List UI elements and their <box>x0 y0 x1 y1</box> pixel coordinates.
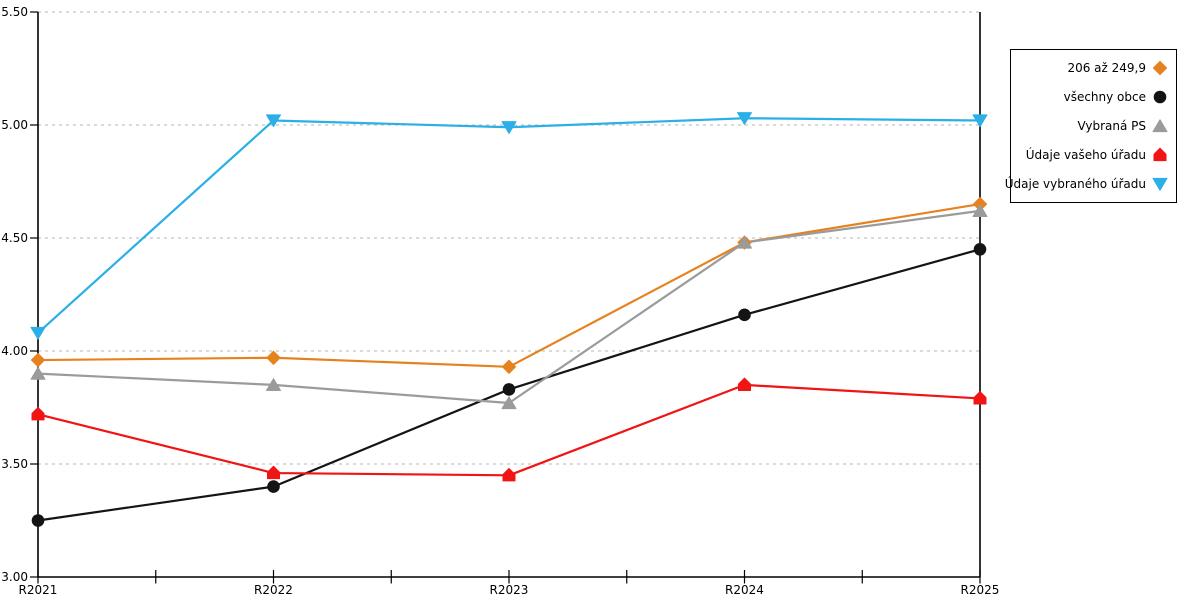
marker-triangle-down-s4 <box>30 326 46 340</box>
y-tick-label: 3.50 <box>1 457 28 471</box>
marker-triangle-up-s2 <box>30 366 46 380</box>
legend-item-206-az-249: 206 až 249,9 <box>1015 56 1168 80</box>
marker-pentagon-up-s3 <box>738 377 751 391</box>
marker-triangle-down-s4 <box>972 114 988 128</box>
x-axis-ticks: R2021 R2022 R2023 R2024 R2025 <box>19 570 1000 597</box>
pentagon-marker-icon <box>1152 147 1168 163</box>
marker-pentagon-up-s3 <box>31 406 45 421</box>
diamond-marker-icon <box>1152 60 1168 76</box>
marker-triangle-down-s4 <box>501 121 517 134</box>
legend-label: 206 až 249,9 <box>1067 61 1146 76</box>
x-tick-label: R2023 <box>490 583 529 597</box>
series-markers <box>30 112 988 527</box>
x-tick-label: R2024 <box>725 583 764 597</box>
marker-circle-s1 <box>502 383 516 396</box>
marker-triangle-down-s4 <box>266 114 281 128</box>
legend-label: Vybraná PS <box>1077 118 1146 133</box>
legend-item-vsechny-obce: všechny obce <box>1015 85 1168 109</box>
marker-triangle-down-s4 <box>737 112 752 125</box>
series-line-4 <box>36 117 982 335</box>
triangle-up-marker-icon <box>1152 118 1168 134</box>
y-tick-label: 5.00 <box>1 118 28 132</box>
legend-label: Údaje vašeho úřadu <box>1025 147 1146 162</box>
axes <box>37 12 981 578</box>
y-tick-label: 3.00 <box>1 570 28 584</box>
y-axis-ticks: 3.00 3.50 4.00 4.50 5.00 5.50 <box>1 5 38 584</box>
marker-triangle-up-s2 <box>501 396 517 410</box>
x-tick-label: R2025 <box>961 583 1000 597</box>
circle-glyph <box>1153 90 1167 104</box>
marker-circle-s1 <box>267 480 280 493</box>
legend-label: všechny obce <box>1063 90 1146 105</box>
x-tick-label: R2021 <box>19 583 58 597</box>
marker-pentagon-up-s3 <box>973 391 987 405</box>
pentagon-up-glyph <box>1153 147 1167 161</box>
x-tick-label: R2022 <box>254 583 293 597</box>
y-tick-label: 5.50 <box>1 5 28 19</box>
circle-marker-icon <box>1152 89 1168 105</box>
legend-item-udaje-vaseho-uradu: Údaje vašeho úřadu <box>1015 143 1168 167</box>
series-lines <box>36 117 982 522</box>
legend-label: Údaje vybraného úřadu <box>1004 176 1146 191</box>
y-tick-label: 4.50 <box>1 231 28 245</box>
marker-circle-s1 <box>738 308 751 322</box>
legend-item-udaje-vybraneho-uradu: Údaje vybraného úřadu <box>1005 172 1168 196</box>
marker-circle-s1 <box>31 514 45 527</box>
marker-diamond-s0 <box>30 352 46 368</box>
marker-triangle-up-s2 <box>737 235 752 249</box>
chart-legend: 206 až 249,9 všechny obce Vybraná PS Úda… <box>1005 49 1177 203</box>
triangle-down-glyph <box>1152 177 1168 191</box>
marker-triangle-up-s2 <box>266 378 281 391</box>
diamond-glyph <box>1152 61 1168 76</box>
marker-pentagon-up-s3 <box>502 468 516 482</box>
y-tick-label: 4.00 <box>1 344 28 358</box>
marker-pentagon-up-s3 <box>267 465 280 480</box>
triangle-up-glyph <box>1152 119 1168 133</box>
marker-circle-s1 <box>973 243 987 256</box>
marker-triangle-up-s2 <box>972 204 988 217</box>
triangle-down-marker-icon <box>1152 176 1168 192</box>
series-line-2 <box>36 209 982 405</box>
legend-item-vybrana-ps: Vybraná PS <box>1015 114 1168 138</box>
marker-diamond-s0 <box>501 359 517 374</box>
marker-diamond-s0 <box>266 350 281 365</box>
series-line-0 <box>36 203 982 368</box>
gridlines <box>38 11 980 465</box>
